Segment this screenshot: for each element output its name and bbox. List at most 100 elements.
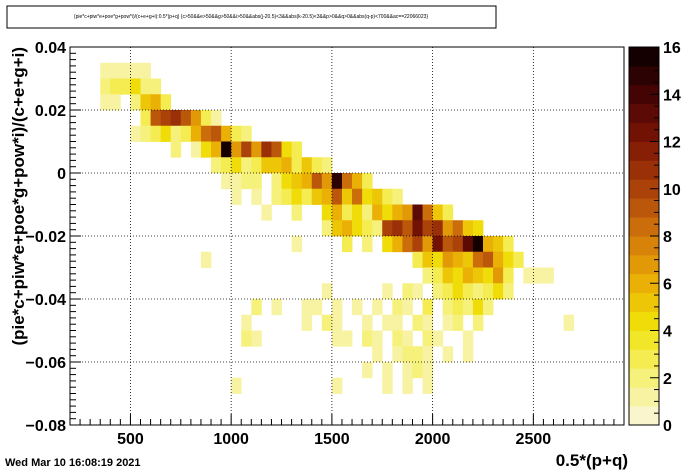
heatmap-bin	[321, 283, 333, 300]
heatmap-bin	[341, 204, 353, 221]
heatmap-bin	[482, 236, 494, 253]
color-scale-swatch	[629, 330, 659, 350]
heatmap-bin	[372, 188, 383, 205]
heatmap-bin	[392, 314, 403, 331]
heatmap-bin	[251, 141, 262, 158]
heatmap-bin	[301, 157, 313, 174]
heatmap-bin	[482, 299, 494, 316]
heatmap-bin	[352, 204, 363, 221]
heatmap-bin	[231, 141, 242, 158]
heatmap-bin	[130, 125, 141, 142]
heatmap-bin	[271, 157, 282, 174]
heatmap-bin	[402, 204, 413, 221]
heatmap-bin	[422, 236, 434, 253]
heatmap-bin	[372, 346, 383, 363]
title-box: (pie*c+piw*e+poe*g+pow*i)/(c+e+g+i):0.5*…	[6, 5, 497, 29]
color-scale-swatch	[629, 311, 659, 331]
heatmap-bin	[402, 220, 413, 237]
heatmap-bin	[352, 173, 363, 190]
heatmap-bin	[241, 314, 252, 331]
heatmap-bin	[311, 299, 323, 316]
heatmap-bin	[281, 141, 292, 158]
heatmap-bin	[462, 299, 474, 316]
heatmap-bin	[211, 125, 222, 142]
y-tick-label: 0.02	[35, 103, 66, 120]
heatmap-bin	[160, 110, 172, 127]
grid-lines	[70, 47, 624, 425]
y-axis-title: (pie*c+piw*e+poe*g+pow*i)/(c+e+g+i)	[9, 47, 28, 346]
heatmap-bin	[402, 299, 413, 316]
heatmap-bin	[100, 94, 111, 111]
heatmap-bin	[442, 236, 454, 253]
heatmap-bin	[462, 267, 474, 284]
heatmap-bin	[271, 188, 282, 205]
heatmap-bin	[331, 377, 343, 394]
heatmap-bin	[231, 173, 242, 190]
heatmap-bin	[422, 362, 434, 379]
heatmap-bin	[321, 157, 333, 174]
heatmap-bin	[241, 125, 252, 142]
x-tick-label: 1000	[213, 431, 249, 448]
heatmap-bin	[241, 157, 252, 174]
heatmap-bin	[130, 94, 141, 111]
heatmap-bin	[140, 110, 151, 127]
heatmap-bin	[281, 173, 292, 190]
heatmap-bin	[462, 220, 474, 237]
heatmap-bin	[432, 236, 444, 253]
heatmap-bin	[533, 267, 544, 284]
color-scale-swatch	[629, 103, 659, 123]
heatmap-bin	[311, 157, 323, 174]
heatmap-bin	[412, 314, 423, 331]
heatmap-bin	[392, 299, 403, 316]
heatmap-bin	[372, 220, 383, 237]
color-scale-swatch	[629, 198, 659, 218]
x-axis-title: 0.5*(p+q)	[556, 451, 628, 470]
heatmap-bin	[190, 125, 202, 142]
heatmap-bin	[422, 330, 434, 347]
color-scale-label: 16	[663, 40, 681, 57]
heatmap-bins	[100, 62, 575, 394]
heatmap-bin	[432, 283, 444, 300]
x-axis: 500 1000 1500 2000 2500	[79, 414, 615, 448]
heatmap-bin	[382, 362, 393, 379]
heatmap-bin	[472, 314, 484, 331]
heatmap-bin	[382, 236, 393, 253]
color-scale-swatch	[629, 122, 659, 142]
heatmap-bin	[251, 173, 262, 190]
heatmap-bin	[221, 173, 232, 190]
heatmap-bin	[382, 377, 393, 394]
heatmap-bin	[311, 188, 323, 205]
heatmap-bin	[412, 236, 423, 253]
heatmap-bin	[190, 110, 202, 127]
heatmap-bin	[493, 267, 504, 284]
heatmap-bin	[331, 220, 343, 237]
y-axis: −0.08 −0.06 −0.04 −0.02 0 0.02 0.04	[26, 40, 81, 435]
heatmap-bin	[291, 173, 303, 190]
heatmap-bin	[503, 236, 514, 253]
y-tick-label: −0.02	[26, 229, 67, 246]
heatmap-bin	[392, 188, 403, 205]
color-scale-swatch	[629, 47, 659, 67]
heatmap-bin	[231, 188, 242, 205]
heatmap-bin	[452, 267, 464, 284]
color-scale	[628, 46, 660, 426]
heatmap-bin	[160, 125, 172, 142]
heatmap-bin	[221, 157, 232, 174]
heatmap-bin	[442, 346, 454, 363]
y-tick-label: 0	[57, 166, 66, 183]
heatmap-bin	[412, 220, 423, 237]
color-scale-swatch	[629, 387, 659, 407]
heatmap-bin	[442, 283, 454, 300]
color-scale-swatch	[629, 349, 659, 369]
heatmap-bin	[563, 314, 575, 331]
heatmap-bin	[382, 283, 393, 300]
heatmap-bin	[341, 188, 353, 205]
heatmap-bin	[362, 204, 373, 221]
heatmap-bin	[341, 330, 353, 347]
heatmap-bin	[442, 251, 454, 268]
heatmap-bin	[331, 188, 343, 205]
heatmap-bin	[442, 204, 454, 221]
heatmap-bin	[281, 188, 292, 205]
heatmap-bin	[331, 330, 343, 347]
heatmap-bin	[392, 330, 403, 347]
